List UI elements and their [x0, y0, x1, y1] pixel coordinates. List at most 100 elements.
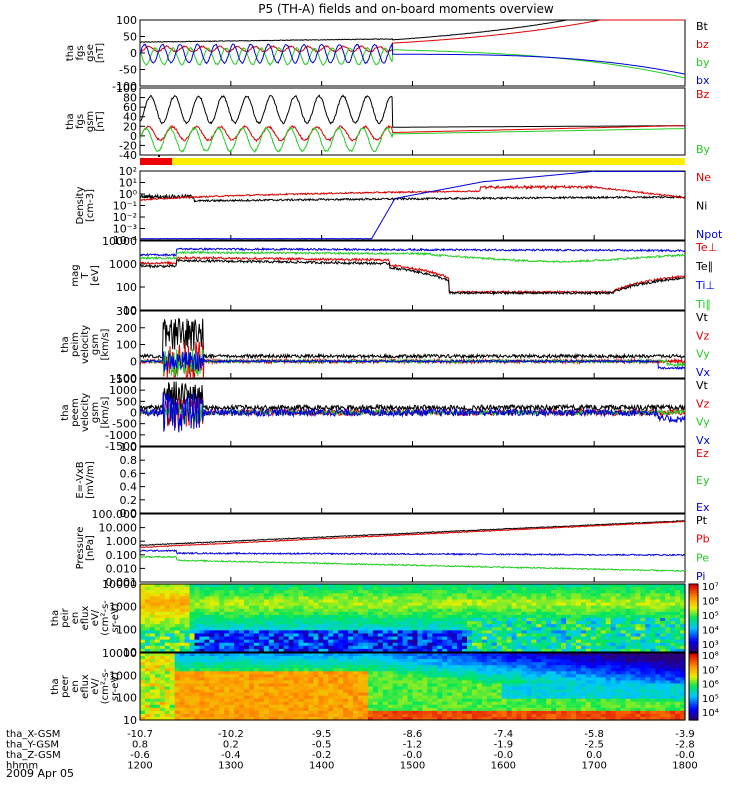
- y-tick-label: 100: [116, 281, 137, 294]
- y-axis-label: [nT]: [95, 111, 106, 131]
- legend-entry: Vx: [696, 366, 711, 379]
- vt-line: [140, 382, 685, 411]
- npot-line: [140, 171, 685, 239]
- pb-line: [140, 521, 685, 548]
- y-tick-label: 0.100: [106, 549, 138, 562]
- y-tick-label: 10: [123, 714, 137, 727]
- y-tick-label: 100: [116, 339, 137, 352]
- y-tick-label: 1.0: [120, 441, 138, 454]
- y-tick-label: 0: [130, 47, 137, 60]
- y-tick-label: 200: [116, 322, 137, 335]
- bt-line: [140, 20, 685, 42]
- legend-entry: by: [696, 56, 710, 69]
- legend-entry: bz: [696, 38, 709, 51]
- legend-entry: Vt: [696, 379, 709, 392]
- panel-frame: [140, 311, 685, 378]
- legend-entry: Ni: [696, 200, 707, 213]
- pt-line: [140, 521, 685, 546]
- colorbar-label: 10⁶: [702, 597, 719, 608]
- legend-entry: Te∥: [695, 260, 713, 273]
- y-tick-label: 1.000: [106, 535, 138, 548]
- y-tick-label: 10000: [102, 647, 137, 660]
- y-tick-label: 100.000: [92, 508, 138, 521]
- y-tick-label: -40: [119, 149, 137, 162]
- colorbar-label: 10⁷: [702, 582, 719, 593]
- by-line: [140, 48, 685, 79]
- y-tick-label: 10.000: [99, 522, 138, 535]
- vx-line: [140, 351, 685, 371]
- panel-frame: [140, 88, 685, 155]
- colorbar-label: 10³: [702, 640, 719, 651]
- bz-line: [140, 20, 685, 52]
- panel-frame: [140, 447, 685, 513]
- y-tick-label: 0.8: [120, 454, 138, 467]
- bt-line: [140, 95, 685, 127]
- y-tick-label: 0: [130, 355, 137, 368]
- pe-line: [140, 556, 685, 571]
- legend-entry: Pe: [696, 551, 709, 564]
- panel-frame: [140, 171, 685, 240]
- bx-line: [140, 44, 685, 74]
- legend-entry: bx: [696, 74, 710, 87]
- pi-line: [140, 550, 685, 556]
- y-axis-label: [km/s]: [100, 328, 111, 360]
- te-par-line: [140, 260, 685, 295]
- legend-entry: Vy: [696, 348, 710, 361]
- vt-line: [140, 319, 685, 358]
- y-tick-label: 0.010: [106, 562, 138, 575]
- colorbar-label: 10⁵: [702, 611, 719, 622]
- legend-entry: Npot: [696, 228, 723, 241]
- y-tick-label: 10000: [102, 235, 137, 248]
- legend-entry: Ex: [696, 501, 710, 514]
- legend-entry: Te⊥: [695, 241, 717, 254]
- y-axis-label: [cm-3]: [85, 189, 96, 222]
- y-axis-label: [nPa]: [85, 535, 96, 561]
- y-tick-label: 100: [116, 14, 137, 27]
- colorbar-label: 10⁴: [702, 626, 719, 637]
- legend-entry: Vy: [696, 416, 710, 429]
- plot-title: P5 (TH-A) fields and on-board moments ov…: [258, 2, 554, 16]
- vz-line: [140, 342, 685, 378]
- y-axis-label: [mV/m]: [85, 461, 96, 499]
- legend-entry: Vz: [696, 397, 710, 410]
- y-tick-label: 0.6: [120, 467, 138, 480]
- legend-entry: Ti∥: [695, 298, 711, 311]
- panel-frame: [140, 20, 685, 86]
- y-axis-label: sr-eV): [110, 672, 121, 701]
- legend-entry: By: [696, 143, 711, 156]
- y-tick-label: 10000: [102, 578, 137, 591]
- panel-pressure: 100.00010.0001.0000.1000.0100.001Pressur…: [75, 508, 710, 589]
- y-axis-label: sr-eV): [110, 603, 121, 632]
- legend-entry: Ti⊥: [695, 279, 715, 292]
- y-tick-label: 50: [123, 31, 137, 44]
- y-tick-label: -50: [119, 64, 137, 77]
- y-axis-label: [nT]: [95, 43, 106, 63]
- legend-entry: Vx: [696, 434, 711, 447]
- panel-density: 10²10¹10⁰10⁻¹10⁻²10⁻³10⁻⁴Density[cm-3]Ne…: [75, 165, 723, 247]
- y-tick-label: 0.2: [120, 494, 138, 507]
- panel-frame: [140, 241, 685, 310]
- legend-entry: Vt: [696, 311, 709, 324]
- legend-entry: Pb: [696, 533, 710, 546]
- legend-entry: Bz: [696, 88, 710, 101]
- by-line: [140, 127, 685, 152]
- legend-entry: Pt: [696, 514, 708, 527]
- te-perp-line: [140, 257, 685, 294]
- y-axis-label: [eV]: [90, 265, 101, 286]
- legend-entry: Bt: [696, 20, 709, 33]
- legend-entry: Ne: [696, 171, 711, 184]
- y-tick-label: 0.4: [120, 481, 138, 494]
- y-tick-label: 300: [116, 305, 137, 318]
- legend-entry: Vz: [696, 329, 710, 342]
- legend-entry: Ez: [696, 447, 709, 460]
